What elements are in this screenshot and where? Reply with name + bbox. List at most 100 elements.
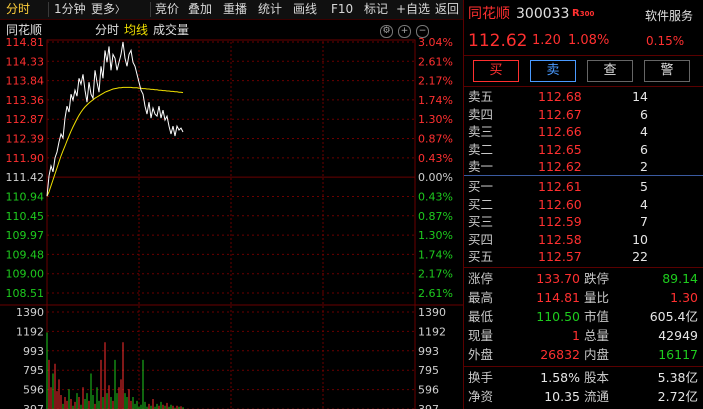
volume-tick-label: 397: [23, 403, 44, 409]
price-tick-label: 113.36: [6, 94, 45, 107]
legend-volume[interactable]: 成交量: [153, 23, 190, 37]
query-button[interactable]: 查: [587, 60, 633, 82]
sector-change-pct: 0.15%: [646, 34, 685, 48]
minus-icon[interactable]: −: [416, 25, 429, 38]
stat-value: 26832: [540, 347, 580, 362]
stat-value: 1.30: [670, 290, 698, 305]
ask-level-volume: 4: [640, 124, 648, 139]
legend-average-line[interactable]: 均线: [124, 23, 149, 37]
price-change-pct: 1.08%: [568, 33, 610, 48]
alert-button[interactable]: 警: [644, 60, 690, 82]
legend-timeshare[interactable]: 分时: [95, 23, 120, 37]
sell-button[interactable]: 卖: [530, 60, 576, 82]
stat-label: 总量: [584, 328, 610, 343]
percent-tick-label: 2.17%: [418, 268, 453, 281]
price-line: [46, 41, 184, 197]
ask-level-price[interactable]: 112.68: [538, 89, 582, 104]
price-tick-label: 111.90: [6, 152, 45, 165]
mark-button[interactable]: 标记: [364, 2, 389, 16]
draw-line-button[interactable]: 画线: [293, 2, 318, 16]
bid-level-price[interactable]: 112.58: [538, 231, 582, 247]
replay-button[interactable]: 重播: [223, 2, 248, 16]
price-axis: 114.81 114.33 113.84 113.36 112.87 112.39 111.…: [6, 36, 45, 300]
bid-level-price[interactable]: 112.59: [538, 214, 582, 229]
stat-value: 42949: [658, 328, 698, 343]
tab-timeshare[interactable]: 分时: [6, 2, 31, 16]
price-tick-label: 111.42: [6, 171, 45, 184]
percent-tick-label: 1.74%: [418, 248, 453, 261]
buy-button[interactable]: 买: [473, 60, 519, 82]
tab-1min[interactable]: 1分钟: [54, 2, 86, 16]
stat-value: 2.72亿: [657, 389, 698, 404]
bid-level-volume: 10: [632, 231, 648, 247]
bid-level-price[interactable]: 112.61: [538, 179, 582, 194]
price-tick-label: 114.81: [6, 36, 45, 49]
stat-label: 流通: [584, 389, 610, 404]
price-tick-label: 109.00: [6, 268, 45, 281]
stat-label: 跌停: [584, 271, 610, 286]
toolbar-divider: [48, 2, 49, 17]
stat-label: 市值: [584, 309, 610, 324]
quote-stock-code: 300033: [516, 6, 570, 22]
bid-level-label: 买一: [468, 179, 494, 194]
ask-level-price[interactable]: 112.62: [538, 159, 582, 174]
price-tick-label: 114.33: [6, 55, 45, 68]
ask-level-price[interactable]: 112.67: [538, 106, 582, 122]
timeshare-chart[interactable]: 114.81 114.33 113.84 113.36 112.87 112.39 111.…: [0, 0, 463, 409]
settings-icon[interactable]: ⚙: [380, 25, 393, 38]
add-watchlist-button[interactable]: +自选: [396, 2, 431, 16]
percent-tick-label: 0.43%: [418, 190, 453, 203]
bid-level-volume: 7: [640, 214, 648, 229]
average-price-line: [46, 86, 184, 197]
f10-button[interactable]: F10: [331, 2, 354, 16]
price-tick-label: 110.94: [6, 190, 45, 203]
chart-frame: [46, 39, 416, 409]
quote-stock-name: 同花顺: [468, 6, 510, 22]
percent-tick-label: 1.30%: [418, 229, 453, 242]
ask-level-price[interactable]: 112.66: [538, 124, 582, 139]
stats-button[interactable]: 统计: [258, 2, 283, 16]
market-tag-sup: 300: [579, 10, 595, 18]
ask-level-price[interactable]: 112.65: [538, 141, 582, 157]
bid-level-price[interactable]: 112.57: [538, 249, 582, 264]
percent-tick-label: 2.17%: [418, 75, 453, 88]
stat-value: 114.81: [536, 290, 580, 305]
volume-tick-label-right: 993: [418, 345, 439, 358]
book-divider: [464, 175, 703, 176]
stat-label: 外盘: [468, 347, 494, 362]
overlay-button[interactable]: 叠加: [188, 2, 213, 16]
ask-level-label: 卖一: [468, 159, 494, 174]
price-tick-label: 109.48: [6, 248, 45, 261]
stat-label: 股本: [584, 370, 610, 385]
stat-value: 605.4亿: [649, 309, 698, 324]
volume-tick-label-right: 795: [418, 364, 439, 377]
bid-level-volume: 4: [640, 196, 648, 212]
auction-button[interactable]: 竞价: [155, 2, 180, 16]
price-change: 1.20: [532, 33, 561, 48]
price-tick-label: 109.97: [6, 229, 45, 242]
percent-tick-label: 1.74%: [418, 94, 453, 107]
stat-value: 110.50: [536, 309, 580, 324]
stat-value: 10.35: [544, 389, 580, 404]
stat-value: 133.70: [536, 271, 580, 286]
sector-name[interactable]: 软件服务: [645, 9, 694, 23]
bid-level-price[interactable]: 112.60: [538, 196, 582, 212]
last-price: 112.62: [468, 31, 528, 51]
volume-axis: 1390 1390 1192 1192 993 993 795 795 596 596 397 397: [16, 306, 446, 409]
stat-label: 内盘: [584, 347, 610, 362]
price-tick-label: 112.87: [6, 113, 45, 126]
quote-panel: 同花顺 300033 R300 软件服务 112.62 1.20 1.08% 0…: [463, 0, 703, 409]
back-button[interactable]: 返回: [435, 2, 460, 16]
bid-level-label: 买三: [468, 214, 494, 229]
add-indicator-icon[interactable]: +: [398, 25, 411, 38]
percent-tick-label: 0.00%: [418, 171, 453, 184]
toolbar-divider: [150, 2, 151, 17]
chart-stock-name: 同花顺: [6, 23, 43, 37]
stat-value: 1: [572, 328, 580, 343]
volume-tick-label: 596: [23, 384, 44, 397]
tab-more[interactable]: 更多〉: [91, 0, 125, 19]
market-tag: R300: [572, 5, 594, 22]
volume-tick-label: 993: [23, 345, 44, 358]
bid-level-volume: 5: [640, 179, 648, 194]
percent-axis: 3.04% 2.61% 2.17% 1.74% 1.30% 0.87% 0.43% 0.00%…: [418, 36, 453, 300]
